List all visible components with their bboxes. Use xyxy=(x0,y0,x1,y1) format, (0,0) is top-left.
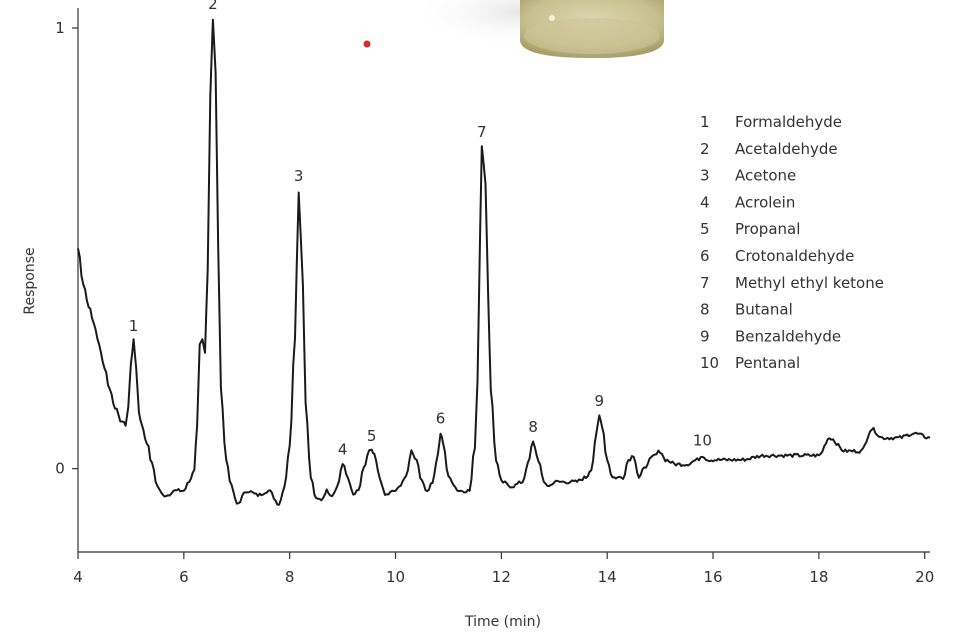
peak-label: 1 xyxy=(129,317,139,335)
peak-label: 3 xyxy=(294,167,304,185)
peak-label: 7 xyxy=(477,123,487,141)
x-tick-label: 10 xyxy=(386,568,405,586)
x-tick-label: 12 xyxy=(492,568,511,586)
y-axis-ticks: 01 xyxy=(55,19,78,478)
legend-compound-name: Methyl ethyl ketone xyxy=(735,274,884,292)
legend-compound-name: Butanal xyxy=(735,301,793,319)
x-tick-label: 6 xyxy=(179,568,189,586)
x-tick-label: 18 xyxy=(809,568,828,586)
x-axis-ticks: 4 6 8 10 12 14 16 18 20 xyxy=(73,552,934,586)
legend-compound-name: Acetaldehyde xyxy=(735,140,838,158)
x-tick-label: 14 xyxy=(598,568,617,586)
x-tick-label: 8 xyxy=(285,568,295,586)
peak-label: 6 xyxy=(436,409,446,427)
peak-label: 5 xyxy=(367,427,377,445)
x-tick-label: 20 xyxy=(915,568,934,586)
legend-compound-name: Propanal xyxy=(735,220,800,238)
legend-number: 8 xyxy=(700,301,710,319)
x-tick-label: 4 xyxy=(73,568,83,586)
y-axis-title: Response xyxy=(22,247,38,314)
legend: 1 Formaldehyde 2 Acetaldehyde 3 Acetone 4 Acrol… xyxy=(700,113,884,372)
legend-compound-name: Pentanal xyxy=(735,354,800,372)
legend-compound-name: Acetone xyxy=(735,167,796,185)
legend-number: 1 xyxy=(700,113,710,131)
legend-number: 6 xyxy=(700,247,710,265)
legend-number: 3 xyxy=(700,167,710,185)
legend-number: 9 xyxy=(700,327,710,345)
x-tick-label: 16 xyxy=(703,568,722,586)
chromatogram-trace xyxy=(77,18,931,506)
legend-compound-name: Formaldehyde xyxy=(735,113,842,131)
legend-compound-name: Crotonaldehyde xyxy=(735,247,854,265)
peak-label: 2 xyxy=(208,0,218,13)
red-dot-marker xyxy=(363,40,371,48)
vial-cap-image xyxy=(410,0,664,58)
legend-number: 2 xyxy=(700,140,710,158)
legend-compound-name: Acrolein xyxy=(735,193,795,211)
peak-label: 9 xyxy=(594,392,604,410)
legend-number: 5 xyxy=(700,220,710,238)
legend-number: 4 xyxy=(700,193,710,211)
peak-label: 4 xyxy=(338,440,348,458)
y-tick-label: 1 xyxy=(55,19,65,37)
peak-labels: 1 2 3 4 5 6 7 8 9 10 xyxy=(129,0,712,458)
legend-compound-name: Benzaldehyde xyxy=(735,327,841,345)
legend-number: 10 xyxy=(700,354,719,372)
x-axis-title: Time (min) xyxy=(464,614,541,630)
peak-label: 8 xyxy=(528,418,538,436)
y-tick-label: 0 xyxy=(55,460,65,478)
legend-number: 7 xyxy=(700,274,710,292)
peak-label: 10 xyxy=(693,431,712,449)
